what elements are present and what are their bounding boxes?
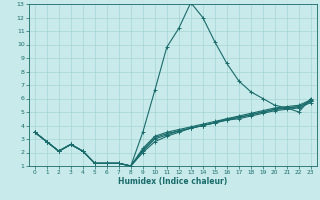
X-axis label: Humidex (Indice chaleur): Humidex (Indice chaleur) — [118, 177, 228, 186]
